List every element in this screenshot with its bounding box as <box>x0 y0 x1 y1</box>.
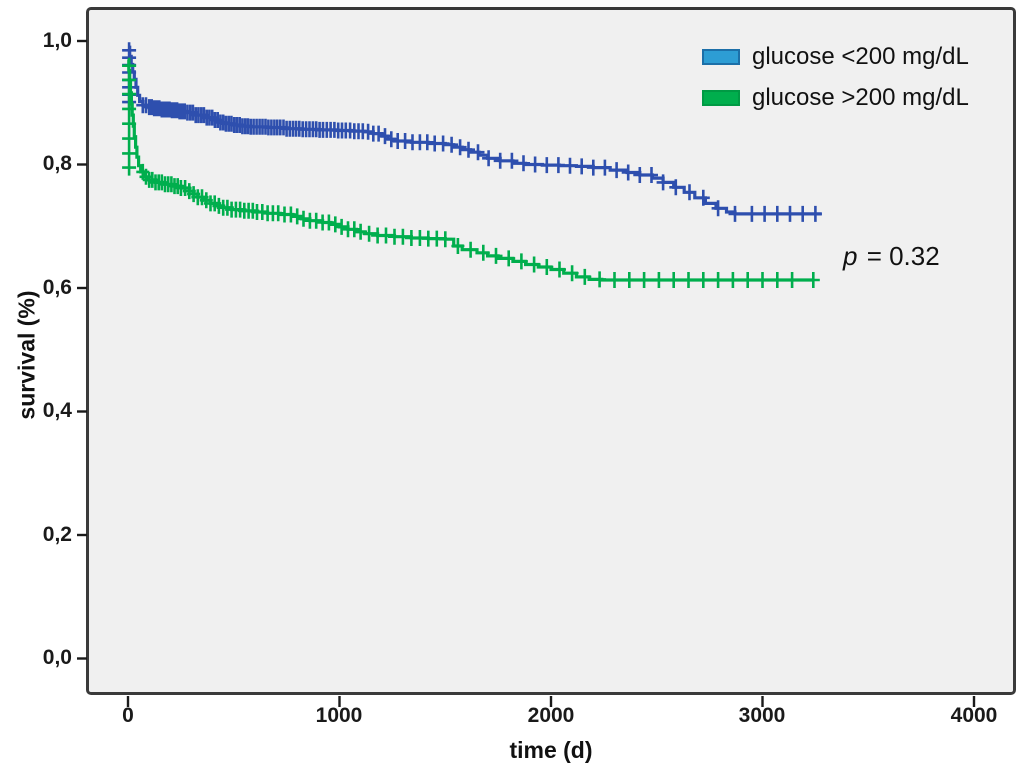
x-tick-label: 4000 <box>950 704 998 727</box>
legend-swatch-green <box>702 90 740 106</box>
y-tick-label: 0,8 <box>42 152 72 175</box>
y-tick-label: 1,0 <box>42 29 72 52</box>
legend-label: glucose >200 mg/dL <box>752 84 969 111</box>
legend-swatch-blue <box>702 49 740 65</box>
p-symbol: p <box>843 241 858 271</box>
y-axis-title: survival (%) <box>13 290 40 420</box>
x-axis-title: time (d) <box>509 737 593 763</box>
x-tick-label: 1000 <box>315 704 363 727</box>
x-tick-label: 0 <box>122 704 134 727</box>
legend-label: glucose <200 mg/dL <box>752 43 969 70</box>
y-tick-label: 0,6 <box>42 276 72 299</box>
p-value-annotation: p = 0.32 <box>843 241 940 272</box>
y-tick-label: 0,4 <box>42 399 72 422</box>
x-tick-label: 2000 <box>527 704 575 727</box>
p-value: = 0.32 <box>859 241 940 271</box>
y-tick-label: 0,0 <box>42 646 72 669</box>
y-tick-label: 0,2 <box>42 523 72 546</box>
x-tick-label: 3000 <box>738 704 786 727</box>
